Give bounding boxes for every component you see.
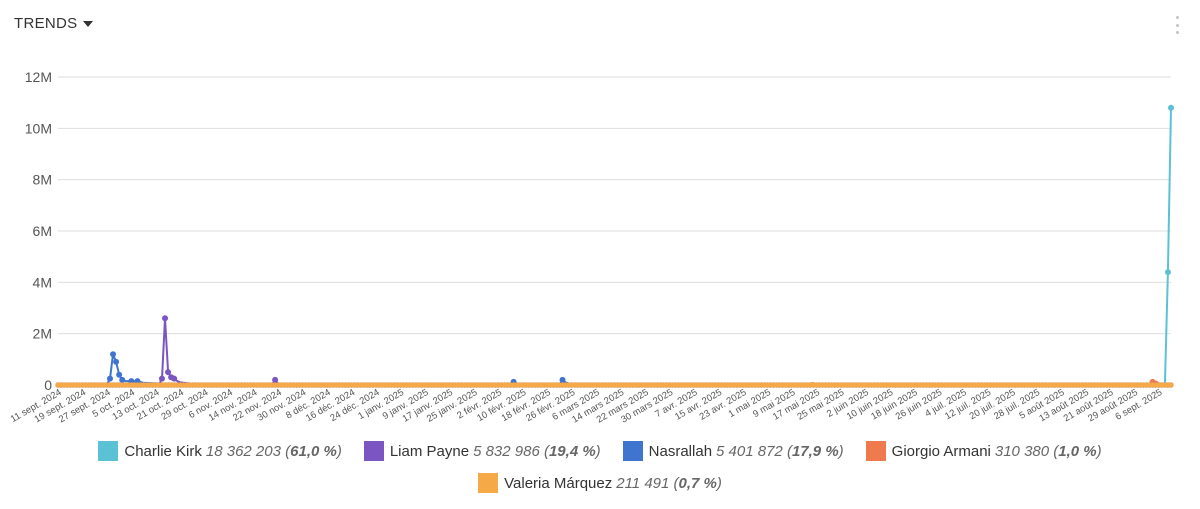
chart-title: TRENDS <box>14 14 78 32</box>
series-line <box>57 107 1172 386</box>
legend-series-share: 19,4 % <box>548 442 596 460</box>
data-point <box>106 375 113 382</box>
data-point <box>110 351 117 358</box>
legend-series-total: 5 401 872 (17,9 %) <box>716 442 844 460</box>
data-point <box>119 376 126 383</box>
legend-series-share: 17,9 % <box>791 442 839 460</box>
legend-series-name: Giorgio Armani <box>891 442 991 460</box>
y-tick-label: 2M <box>33 326 52 342</box>
series-charlie-kirk <box>57 104 1174 386</box>
trends-dropdown[interactable]: TRENDS <box>14 12 94 34</box>
y-tick-label: 6M <box>33 223 52 239</box>
legend-swatch <box>622 441 643 461</box>
legend-series-total: 310 380 (1,0 %) <box>994 442 1102 460</box>
legend-series-name: Nasrallah <box>648 442 713 460</box>
data-point <box>116 371 123 378</box>
legend-series-name: Liam Payne <box>389 442 470 460</box>
chart-legend: Charlie Kirk 18 362 203 (61,0 %) Liam Payn… <box>0 440 1200 494</box>
data-point <box>171 375 178 382</box>
data-point <box>165 369 172 376</box>
data-point <box>1168 382 1174 388</box>
data-point <box>162 315 169 322</box>
legend-swatch <box>98 441 119 461</box>
legend-item[interactable]: Nasrallah 5 401 872 (17,9 %) <box>622 440 844 462</box>
data-point <box>559 376 566 383</box>
legend-series-name: Charlie Kirk <box>124 442 202 460</box>
legend-series-share: 0,7 % <box>678 474 717 492</box>
legend-series-share: 61,0 % <box>290 442 337 460</box>
series-line <box>57 353 1171 386</box>
more-options-icon[interactable] <box>1174 16 1180 34</box>
legend-swatch <box>865 441 886 461</box>
data-point <box>1168 104 1174 111</box>
legend-series-total: 18 362 203 (61,0 %) <box>205 442 342 460</box>
legend-swatch <box>478 473 499 493</box>
legend-item[interactable]: Giorgio Armani 310 380 (1,0 %) <box>865 440 1102 462</box>
legend-series-name: Valeria Márquez <box>504 474 613 492</box>
data-point <box>128 378 135 385</box>
legend-item[interactable]: Charlie Kirk 18 362 203 (61,0 %) <box>98 440 342 462</box>
y-tick-label: 12M <box>25 69 52 85</box>
data-point <box>113 358 120 365</box>
y-tick-label: 4M <box>33 274 52 290</box>
y-tick-label: 0 <box>44 377 52 393</box>
y-tick-label: 8M <box>33 172 52 188</box>
series-line <box>58 317 1171 386</box>
series-nasrallah <box>57 351 1171 386</box>
data-point <box>158 375 165 382</box>
legend-series-total: 211 491 (0,7 %) <box>616 474 722 492</box>
legend-item[interactable]: Liam Payne 5 832 986 (19,4 %) <box>363 440 601 462</box>
data-point <box>134 378 141 385</box>
data-point <box>1164 269 1171 276</box>
legend-series-total: 5 832 986 (19,4 %) <box>473 442 601 460</box>
legend-item[interactable]: Valeria Márquez 211 491 (0,7 %) <box>11 472 1189 494</box>
data-point <box>272 376 279 383</box>
legend-swatch <box>363 441 384 461</box>
series-liam-payne <box>58 315 1171 386</box>
baseline-markers <box>55 382 1174 388</box>
caret-down-icon <box>83 20 94 27</box>
y-tick-label: 10M <box>25 120 52 136</box>
legend-series-share: 1,0 % <box>1058 442 1097 460</box>
